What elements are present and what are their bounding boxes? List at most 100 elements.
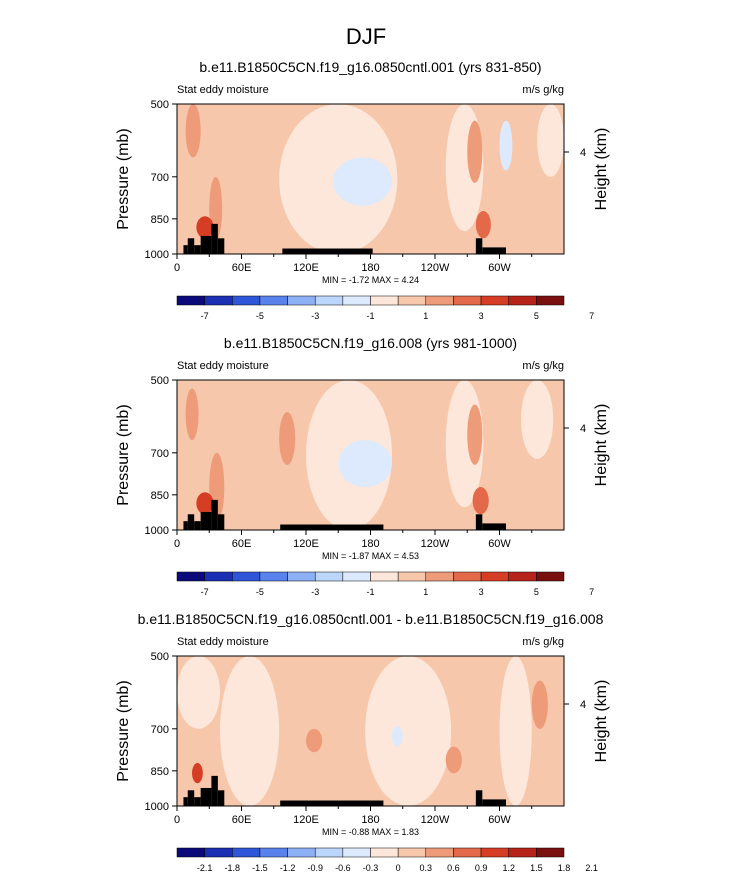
colorbar-label: 7 <box>589 587 594 597</box>
figure-title: DJF <box>346 24 386 49</box>
topography-block-7 <box>280 800 384 806</box>
panel-title: b.e11.B1850C5CN.f19_g16.008 (yrs 981-100… <box>224 335 517 351</box>
y2-tick-label: 4 <box>580 699 586 711</box>
topography-block-1 <box>183 245 188 254</box>
colorbar-swatch-6 <box>314 571 344 582</box>
x-tick-label: 60W <box>488 538 511 550</box>
colorbar-swatch-11 <box>453 571 482 582</box>
colorbar-label: -1 <box>366 587 374 597</box>
colorbar-swatch-14 <box>536 847 565 858</box>
anomaly-region-4 <box>332 157 392 206</box>
colorbar-label: -3 <box>311 587 319 597</box>
anomaly-region-9 <box>445 746 462 774</box>
y2-axis-title: Height (km) <box>593 680 610 763</box>
topography-block-6 <box>217 514 225 530</box>
topography-block-4 <box>200 787 212 806</box>
anomaly-region-6 <box>306 728 323 753</box>
colorbar-label: -1.2 <box>280 863 296 873</box>
colorbar-label: -5 <box>256 587 264 597</box>
colorbar-label: -1 <box>366 311 374 321</box>
colorbar-label: -7 <box>201 311 209 321</box>
colorbar-label: 3 <box>479 311 484 321</box>
colorbar-label: -2.1 <box>197 863 213 873</box>
plot-field <box>177 104 564 254</box>
colorbar-label: 0.6 <box>447 863 460 873</box>
y-tick-label: 1000 <box>145 525 169 537</box>
panel-title: b.e11.B1850C5CN.f19_g16.0850cntl.001 (yr… <box>199 59 541 75</box>
colorbar-swatch-3 <box>232 571 261 582</box>
x-tick-label: 60E <box>232 538 252 550</box>
y-tick-label: 700 <box>151 724 169 736</box>
topography-block-4 <box>200 235 212 254</box>
x-tick-label: 60W <box>488 814 511 826</box>
colorbar-label: -5 <box>256 311 264 321</box>
y-tick-label: 1000 <box>145 801 169 813</box>
plot-field <box>177 656 564 806</box>
anomaly-region-4 <box>338 440 392 488</box>
anomaly-region-7 <box>467 120 483 183</box>
x-tick-label: 120W <box>421 262 450 274</box>
colorbar-label: -0.6 <box>335 863 351 873</box>
x-tick-label: 60W <box>488 262 511 274</box>
anomaly-region-8 <box>192 763 203 784</box>
topography-block-8 <box>475 790 483 806</box>
topography-block-4 <box>200 511 212 530</box>
anomaly-region-3 <box>365 656 452 806</box>
colorbar-swatch-13 <box>508 571 537 582</box>
anomaly-region-5 <box>185 104 201 158</box>
topography-block-1 <box>183 797 188 806</box>
y-tick-label: 850 <box>151 214 169 226</box>
topography-block-9 <box>482 799 506 806</box>
anomaly-region-2 <box>220 656 280 806</box>
topography-block-5 <box>211 223 218 254</box>
colorbar-swatch-6 <box>314 847 344 858</box>
colorbar-swatch-5 <box>287 295 316 306</box>
x-tick-label: 180 <box>361 262 379 274</box>
colorbar-label: 7 <box>589 311 594 321</box>
min-max-stats: MIN = -1.87 MAX = 4.53 <box>322 551 419 561</box>
plot-field <box>177 380 564 530</box>
colorbar-label: 1.5 <box>530 863 543 873</box>
colorbar-swatch-5 <box>287 571 316 582</box>
panel-left-label: Stat eddy moisture <box>177 360 269 372</box>
colorbar-swatch-9 <box>397 571 427 582</box>
topography-block-5 <box>211 499 218 530</box>
y-tick-label: 850 <box>151 766 169 778</box>
colorbar-swatch-3 <box>232 847 261 858</box>
colorbar-label: 5 <box>534 311 539 321</box>
colorbar-swatch-14 <box>536 295 565 306</box>
y-tick-label: 1000 <box>145 249 169 261</box>
min-max-stats: MIN = -1.72 MAX = 4.24 <box>322 275 419 285</box>
panel-right-label: m/s g/kg <box>522 84 564 96</box>
anomaly-region-3 <box>537 104 564 177</box>
colorbar-swatch-2 <box>204 847 233 858</box>
anomaly-region-8 <box>475 211 491 239</box>
colorbar-swatch-10 <box>425 847 454 858</box>
x-tick-label: 120E <box>293 538 319 550</box>
anomaly-region-10 <box>196 492 214 515</box>
colorbar-swatch-14 <box>536 571 565 582</box>
colorbar-label: -0.3 <box>363 863 379 873</box>
colorbar-label: 0.9 <box>475 863 488 873</box>
colorbar-label: 5 <box>534 587 539 597</box>
y-axis-title: Pressure (mb) <box>115 128 132 229</box>
chart-panel-1: b.e11.B1850C5CN.f19_g16.0850cntl.001 (yr… <box>115 59 610 321</box>
colorbar-label: -1.8 <box>225 863 241 873</box>
min-max-stats: MIN = -0.88 MAX = 1.83 <box>322 827 419 837</box>
topography-block-7 <box>282 248 373 254</box>
topography-block-7 <box>280 524 384 530</box>
colorbar-label: 1.8 <box>558 863 571 873</box>
y-tick-label: 500 <box>151 375 169 387</box>
colorbar-swatch-8 <box>370 847 399 858</box>
y2-tick-label: 4 <box>580 423 586 435</box>
colorbar-swatch-1 <box>176 295 205 306</box>
colorbar-swatch-6 <box>314 295 344 306</box>
colorbar-label: -0.9 <box>307 863 323 873</box>
topography-block-2 <box>187 790 195 806</box>
colorbar-swatch-9 <box>397 295 427 306</box>
x-tick-label: 60E <box>232 262 252 274</box>
topography-block-2 <box>187 514 195 530</box>
colorbar-swatch-9 <box>397 847 427 858</box>
topography-block-1 <box>183 521 188 530</box>
anomaly-region-1 <box>177 656 220 729</box>
